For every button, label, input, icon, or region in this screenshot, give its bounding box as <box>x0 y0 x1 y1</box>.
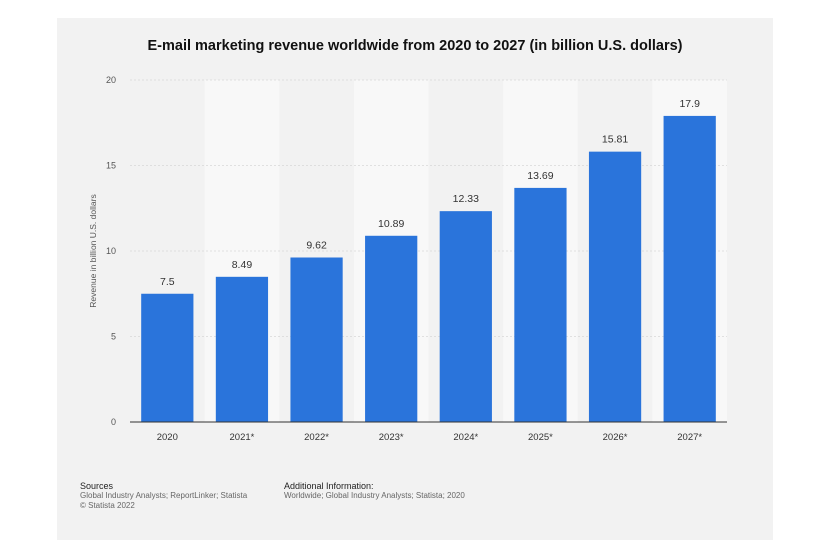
data-label: 8.49 <box>232 259 253 271</box>
data-label: 13.69 <box>527 170 553 182</box>
additional-info-block: Additional Information: Worldwide; Globa… <box>284 481 465 501</box>
sources-heading: Sources <box>80 481 114 491</box>
sources-text: Global Industry Analysts; ReportLinker; … <box>80 491 248 500</box>
bar <box>663 115 716 422</box>
bar <box>141 293 194 422</box>
bar <box>215 276 269 422</box>
y-tick-label: 0 <box>111 417 116 427</box>
x-tick-label: 2027* <box>677 432 702 443</box>
x-tick-label: 2024* <box>453 432 478 443</box>
x-tick-label: 2021* <box>230 432 255 443</box>
y-tick-label: 15 <box>106 161 116 171</box>
bar <box>439 211 492 422</box>
y-tick-label: 10 <box>106 246 116 256</box>
x-tick-label: 2020 <box>157 432 178 443</box>
y-tick-label: 5 <box>111 332 116 342</box>
x-tick-label: 2023* <box>379 432 404 443</box>
x-tick-label: 2026* <box>603 432 628 443</box>
data-label: 12.33 <box>453 193 479 205</box>
data-label: 10.89 <box>378 218 404 230</box>
data-label: 9.62 <box>306 239 327 251</box>
chart-title: E-mail marketing revenue worldwide from … <box>147 38 682 54</box>
chart-card: 0 5 10 15 20 7.5 8.49 9.62 10.89 12.33 13.69 15.81… <box>57 18 773 540</box>
additional-info-text: Worldwide; Global Industry Analysts; Sta… <box>284 491 465 500</box>
bar <box>588 151 642 423</box>
data-label: 15.81 <box>602 134 628 146</box>
bar <box>290 257 343 422</box>
copyright-text: © Statista 2022 <box>80 501 135 510</box>
y-axis-label: Revenue in billion U.S. dollars <box>88 194 98 307</box>
bar-chart: 0 5 10 15 20 7.5 8.49 9.62 10.89 12.33 13.69 15.81… <box>88 38 727 443</box>
sources-block: Sources Global Industry Analysts; Report… <box>80 481 247 511</box>
additional-info-heading: Additional Information: <box>284 481 374 491</box>
bar <box>514 187 567 422</box>
data-label: 17.9 <box>679 98 700 110</box>
data-label: 7.5 <box>160 276 175 288</box>
y-tick-label: 20 <box>106 75 116 85</box>
bar <box>365 235 418 422</box>
x-tick-label: 2025* <box>528 432 553 443</box>
x-tick-label: 2022* <box>304 432 329 443</box>
